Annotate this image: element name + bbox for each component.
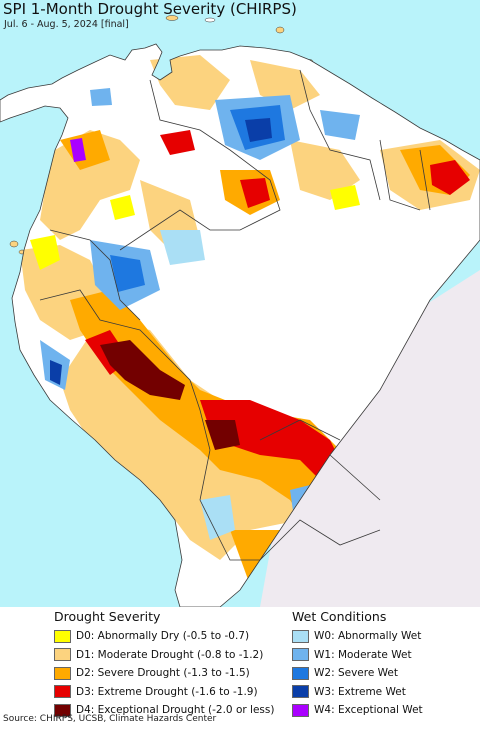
legend-item-d1: D1: Moderate Drought (-0.8 to -1.2) [54,646,274,665]
legend-swatch-d4 [54,703,71,717]
w1-area [320,110,360,140]
legend-swatch-d1 [54,648,71,662]
legend-item-d3: D3: Extreme Drought (-1.6 to -1.9) [54,683,274,702]
legend-swatch-w0 [292,629,309,643]
legend-label-d4: D4: Exceptional Drought (-2.0 or less) [76,704,275,717]
drought-legend-heading: Drought Severity [54,609,161,624]
d3-area [200,400,345,480]
d3-area [240,178,270,208]
island [204,17,216,23]
legend-swatch-d0 [54,629,71,643]
d0-area [30,235,60,270]
d0-area [110,195,135,220]
d4-area [100,340,185,400]
d1-area [290,140,360,200]
legend-swatch-w4 [292,703,309,717]
d1-area [40,130,140,240]
legend-label-d3: D3: Extreme Drought (-1.6 to -1.9) [76,685,258,698]
legend-item-d0: D0: Abnormally Dry (-0.5 to -0.7) [54,627,274,646]
legend-swatch-w2 [292,666,309,680]
map-subtitle: Jul. 6 - Aug. 5, 2024 [final] [4,19,129,30]
legend-swatch-w1 [292,648,309,662]
legend-item-w3: W3: Extreme Wet [292,683,423,702]
drought-legend: Drought Severity D0: Abnormally Dry (-0.… [54,608,274,720]
w3-area [245,118,272,142]
w2-area [110,255,145,292]
d3-area [160,130,195,155]
d4-area [205,420,240,450]
wet-legend-heading: Wet Conditions [292,609,387,624]
legend-item-d4: D4: Exceptional Drought (-2.0 or less) [54,701,274,720]
legend-label-w4: W4: Exceptional Wet [314,704,423,717]
legend-label-w2: W2: Severe Wet [314,667,398,680]
legend-label-d1: D1: Moderate Drought (-0.8 to -1.2) [76,648,264,661]
w1-area [90,88,112,106]
legend-label-d0: D0: Abnormally Dry (-0.5 to -0.7) [76,630,250,643]
source-credit: Source: CHIRPS, UCSB, Climate Hazards Ce… [3,714,217,724]
legend-swatch-d2 [54,666,71,680]
legend-label-w1: W1: Moderate Wet [314,648,412,661]
legend-label-d2: D2: Severe Drought (-1.3 to -1.5) [76,667,250,680]
legend-label-w0: W0: Abnormally Wet [314,630,422,643]
w0-area [200,495,235,540]
w4-area [70,138,86,162]
wet-legend: Wet Conditions W0: Abnormally Wet W1: Mod… [292,608,423,720]
island [9,240,19,248]
map-title: SPI 1-Month Drought Severity (CHIRPS) [3,0,297,18]
legend-item-w1: W1: Moderate Wet [292,646,423,665]
w0-area [160,230,205,265]
d0-area [330,185,360,210]
legend-swatch-d3 [54,685,71,699]
legend-item-d2: D2: Severe Drought (-1.3 to -1.5) [54,664,274,683]
legend-item-w4: W4: Exceptional Wet [292,701,423,720]
w3-area [50,360,62,385]
island [165,15,179,21]
island [275,26,285,34]
d3-area [430,160,470,195]
outside-region [260,270,480,607]
legend-item-w2: W2: Severe Wet [292,664,423,683]
country-borders [0,43,480,607]
legend-label-w3: W3: Extreme Wet [314,685,406,698]
legend-swatch-w3 [292,685,309,699]
drought-map: SPI 1-Month Drought Severity (CHIRPS) Ju… [0,0,480,607]
legend-item-w0: W0: Abnormally Wet [292,627,423,646]
